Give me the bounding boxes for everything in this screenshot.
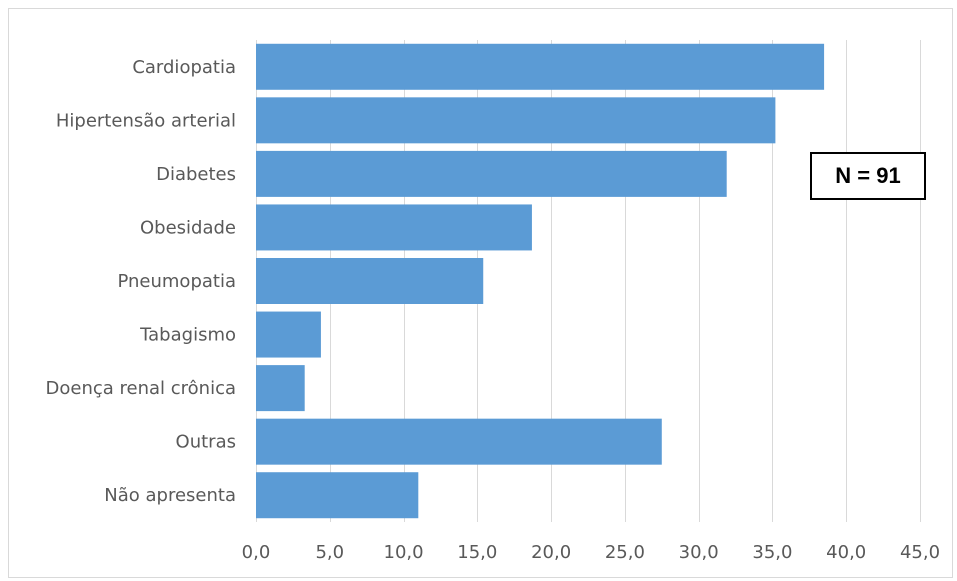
x-tick-label: 0,0 <box>242 542 271 563</box>
x-tick-label: 40,0 <box>826 542 866 563</box>
bar <box>256 365 305 412</box>
category-label: Outras <box>176 432 236 453</box>
category-labels: Cardiopatia Hipertensão arterial Diabetes O… <box>46 57 237 506</box>
category-label: Pneumopatia <box>117 271 236 292</box>
category-label: Obesidade <box>140 217 236 238</box>
x-tick-labels: 0,0 5,0 10,0 15,0 20,0 25,0 30,0 35,0 40,0 45,0 <box>242 542 940 563</box>
bar <box>256 311 321 358</box>
x-tick-label: 35,0 <box>752 542 792 563</box>
category-label: Tabagismo <box>139 325 236 346</box>
bar <box>256 97 776 144</box>
category-label: Cardiopatia <box>132 57 236 78</box>
x-tick-label: 10,0 <box>384 542 424 563</box>
category-label: Não apresenta <box>104 485 236 506</box>
bar <box>256 150 727 197</box>
bar <box>256 258 484 304</box>
x-tick-label: 45,0 <box>900 542 940 563</box>
bar <box>256 472 419 519</box>
x-tick-label: 25,0 <box>605 542 645 563</box>
bar <box>256 418 662 465</box>
sample-size-annotation: N = 91 <box>810 152 926 200</box>
bars <box>256 43 825 519</box>
bar <box>256 204 532 251</box>
bar <box>256 43 825 90</box>
x-tick-label: 5,0 <box>315 542 344 563</box>
x-tick-label: 15,0 <box>457 542 497 563</box>
category-label: Diabetes <box>156 164 236 185</box>
category-label: Doença renal crônica <box>46 378 237 399</box>
category-label: Hipertensão arterial <box>56 110 236 131</box>
x-tick-label: 20,0 <box>531 542 571 563</box>
x-tick-label: 30,0 <box>679 542 719 563</box>
